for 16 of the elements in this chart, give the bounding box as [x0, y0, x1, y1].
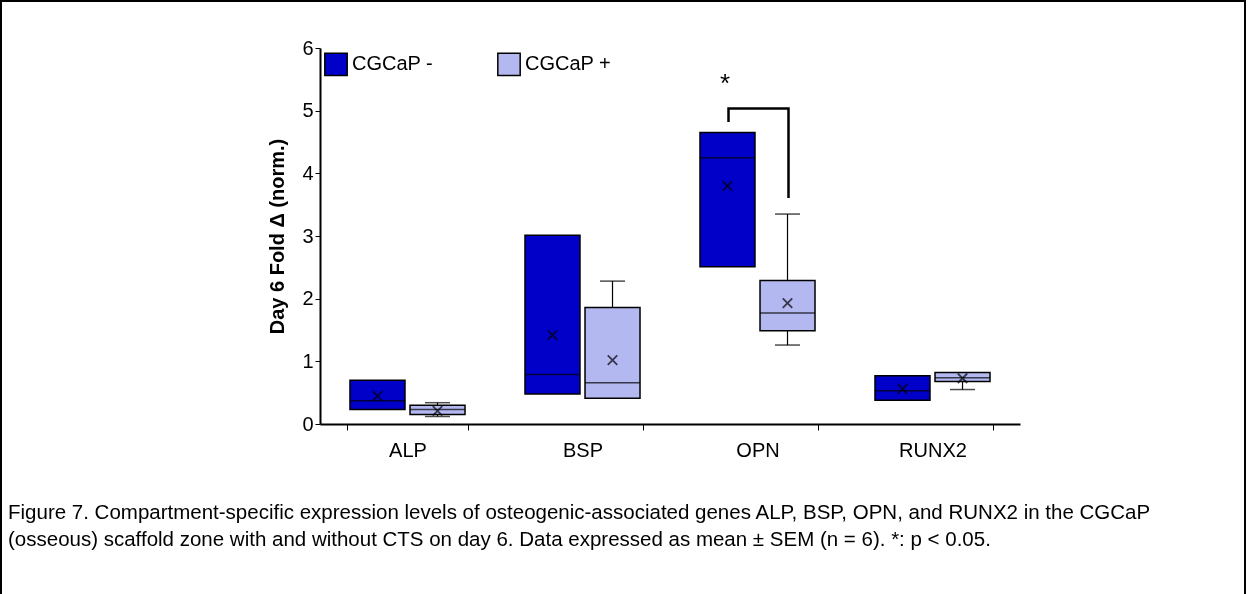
x-tick-label: RUNX2 — [899, 438, 967, 461]
y-tick-label: 1 — [302, 349, 314, 372]
y-tick-label: 0 — [302, 412, 314, 435]
caption: Figure 7. Compartment-specific expression levels of osteogenic-associated genes ALP, BSP, OPN, and RUNX2 in the CGCaP (osseous) scaffold zone with and without CTS on day 6. Data expressed as mean ± SEM (n = 6). *: p < 0.05. — [8, 499, 1151, 552]
annotation: * — [720, 68, 731, 98]
y-tick-label: 6 — [302, 36, 314, 59]
x-tick-label: BSP — [562, 438, 604, 461]
y-tick-label: 2 — [302, 287, 314, 310]
x-tick-label: ALP — [389, 438, 427, 461]
y-tick-label: 4 — [302, 161, 314, 184]
y-tick-label: 5 — [302, 99, 314, 122]
x-tick-label: OPN — [736, 438, 780, 461]
y-axis-title: Day 6 Fold Δ (norm.) — [266, 138, 289, 335]
legend-label: CGCaP - — [352, 52, 433, 75]
y-tick-label: 3 — [302, 224, 314, 247]
legend-label: CGCaP + — [525, 52, 611, 75]
